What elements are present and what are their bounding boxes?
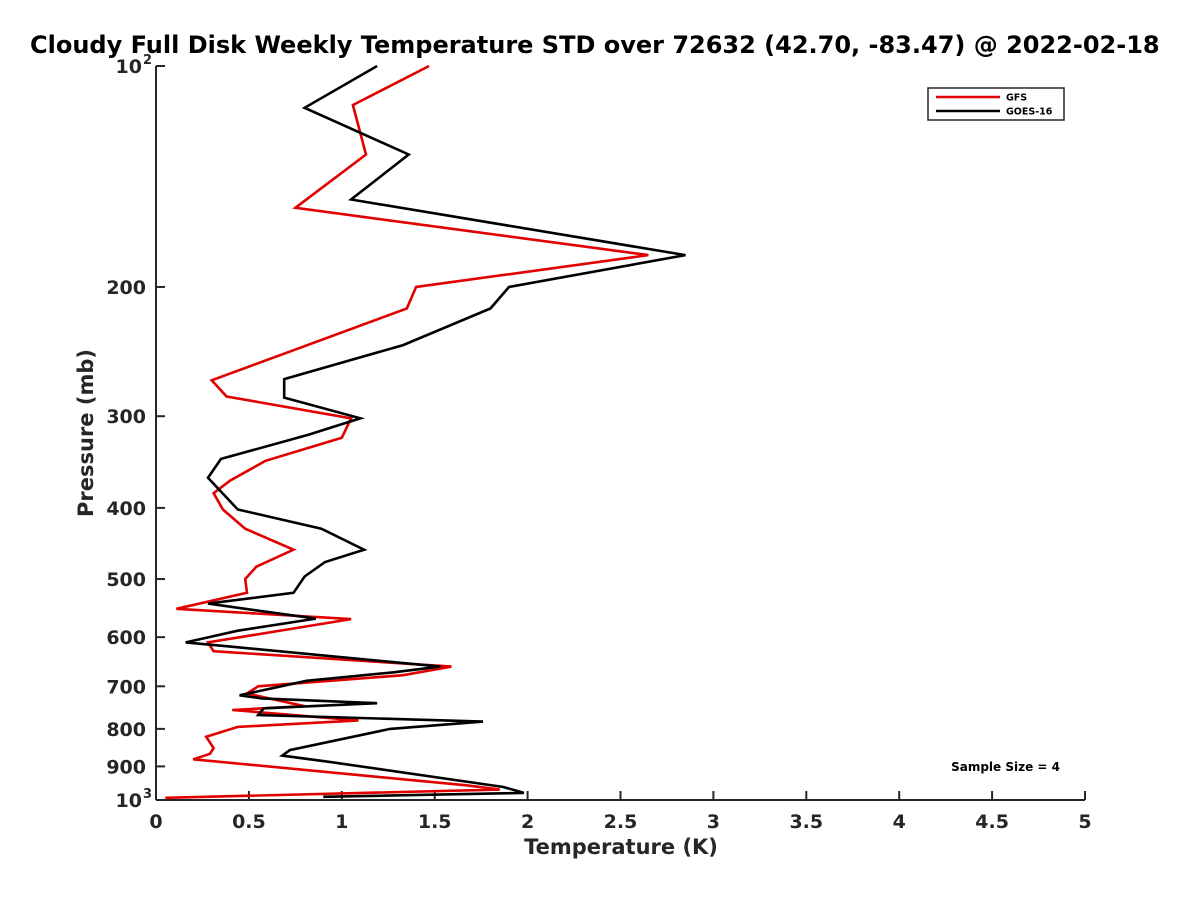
y-tick-exponent: 3 <box>143 787 152 802</box>
axes: 0 0.5 1 1.5 2 2.5 3 3.5 4 4.5 510 22003004005006007… <box>106 53 1091 833</box>
x-tick-label: 1.5 <box>418 811 452 833</box>
legend-label: GOES-16 <box>1006 107 1053 118</box>
legend-label: GFS <box>1006 93 1027 104</box>
x-tick-label: 0.5 <box>232 811 266 833</box>
y-tick-label: 700 <box>106 676 146 698</box>
y-tick-label: 400 <box>106 498 146 520</box>
x-tick-label: 5 <box>1078 811 1091 833</box>
y-tick-label: 600 <box>106 627 146 649</box>
x-axis-label: Temperature (K) <box>524 835 718 859</box>
x-tick-label: 2.5 <box>604 811 638 833</box>
series-line-goes-16 <box>185 64 686 799</box>
sample-size-annotation: Sample Size = 4 <box>951 760 1060 774</box>
y-tick-label: 500 <box>106 569 146 591</box>
x-tick-label: 3 <box>707 811 720 833</box>
y-axis-label: Pressure (mb) <box>74 349 98 517</box>
legend-box <box>927 87 1065 121</box>
y-tick-label: 800 <box>106 719 146 741</box>
y-tick-label: 10 <box>116 790 142 812</box>
y-tick-label: 300 <box>106 406 146 428</box>
y-tick-label: 10 <box>116 56 142 78</box>
x-tick-label: 3.5 <box>789 811 823 833</box>
x-tick-label: 4.5 <box>975 811 1009 833</box>
chart-title: Cloudy Full Disk Weekly Temperature STD … <box>30 31 1160 59</box>
annotations: Sample Size = 4 <box>951 760 1060 774</box>
x-tick-label: 1 <box>335 811 348 833</box>
x-tick-label: 2 <box>521 811 534 833</box>
series-line-gfs <box>165 64 649 800</box>
series-lines <box>165 64 686 800</box>
legend: GFS GOES-16 <box>927 87 1065 121</box>
y-tick-exponent: 2 <box>143 53 152 68</box>
x-tick-label: 4 <box>893 811 906 833</box>
y-tick-label: 900 <box>106 756 146 778</box>
x-tick-label: 0 <box>149 811 162 833</box>
y-tick-label: 200 <box>106 277 146 299</box>
